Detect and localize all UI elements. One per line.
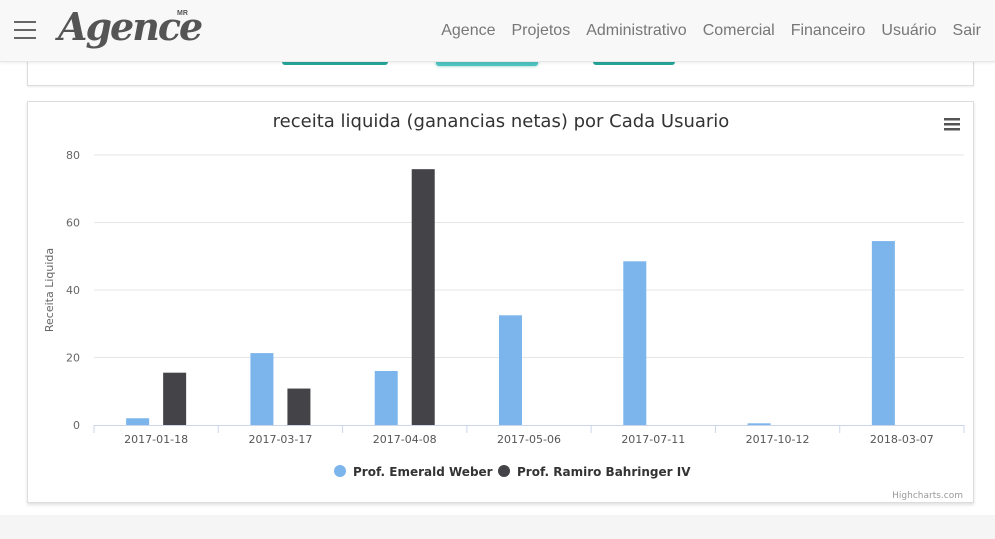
- chart-menu-icon[interactable]: [944, 118, 960, 131]
- top-navbar: Agence MR Agence Projetos Administrativo…: [0, 0, 995, 62]
- nav-item-usuario[interactable]: Usuário: [881, 21, 937, 39]
- y-tick-label: 0: [73, 419, 80, 432]
- report-button-3[interactable]: [593, 61, 675, 65]
- nav-item-projetos[interactable]: Projetos: [511, 21, 571, 39]
- nav-item-financeiro[interactable]: Financeiro: [790, 21, 866, 39]
- y-tick-label: 20: [66, 352, 80, 365]
- bar-emerald-weber[interactable]: [747, 423, 771, 425]
- bar-emerald-weber[interactable]: [871, 241, 895, 425]
- legend-label: Prof. Emerald Weber: [353, 465, 493, 479]
- x-tick-label: 2017-10-12: [746, 433, 810, 446]
- bar-chart: receita liquida (ganancias netas) por Ca…: [43, 111, 965, 501]
- x-tick-label: 2017-07-11: [621, 433, 685, 446]
- nav-item-administrativo[interactable]: Administrativo: [586, 21, 687, 39]
- menu-icon[interactable]: [14, 21, 36, 39]
- chart-title: receita liquida (ganancias netas) por Ca…: [273, 111, 730, 132]
- x-tick-label: 2018-03-07: [870, 433, 934, 446]
- bar-emerald-weber[interactable]: [374, 371, 398, 425]
- report-button-1[interactable]: [282, 61, 388, 65]
- x-tick-label: 2017-03-17: [248, 433, 312, 446]
- legend-item[interactable]: Prof. Ramiro Bahringer IV: [498, 465, 691, 479]
- bar-emerald-weber[interactable]: [623, 261, 647, 425]
- bar-ramiro-bahringer[interactable]: [163, 372, 187, 425]
- brand-logo[interactable]: Agence: [58, 4, 203, 49]
- legend-label: Prof. Ramiro Bahringer IV: [517, 465, 691, 479]
- legend-marker: [334, 465, 346, 477]
- y-tick-label: 80: [66, 149, 80, 162]
- nav-item-sair[interactable]: Sair: [952, 21, 981, 39]
- bar-ramiro-bahringer[interactable]: [287, 388, 311, 425]
- nav-item-comercial[interactable]: Comercial: [702, 21, 775, 39]
- chart-card: receita liquida (ganancias netas) por Ca…: [27, 101, 974, 503]
- bar-emerald-weber[interactable]: [250, 353, 274, 425]
- x-tick-label: 2017-04-08: [373, 433, 437, 446]
- x-tick-label: 2017-01-18: [124, 433, 188, 446]
- page-footer-strip: [0, 515, 995, 539]
- y-axis-label: Receita Liquida: [43, 248, 56, 332]
- main-nav: Agence Projetos Administrativo Comercial…: [441, 0, 981, 61]
- legend-item[interactable]: Prof. Emerald Weber: [334, 465, 493, 479]
- bar-emerald-weber[interactable]: [126, 418, 150, 425]
- chart-credits[interactable]: Highcharts.com: [892, 491, 963, 501]
- nav-item-agence[interactable]: Agence: [441, 21, 496, 39]
- bar-ramiro-bahringer[interactable]: [411, 169, 435, 425]
- brand-superscript: MR: [177, 10, 188, 17]
- x-tick-label: 2017-05-06: [497, 433, 561, 446]
- bar-emerald-weber[interactable]: [499, 315, 522, 425]
- report-button-2[interactable]: [436, 61, 538, 66]
- y-tick-label: 60: [66, 217, 80, 230]
- y-tick-label: 40: [66, 284, 80, 297]
- legend-marker: [498, 465, 510, 477]
